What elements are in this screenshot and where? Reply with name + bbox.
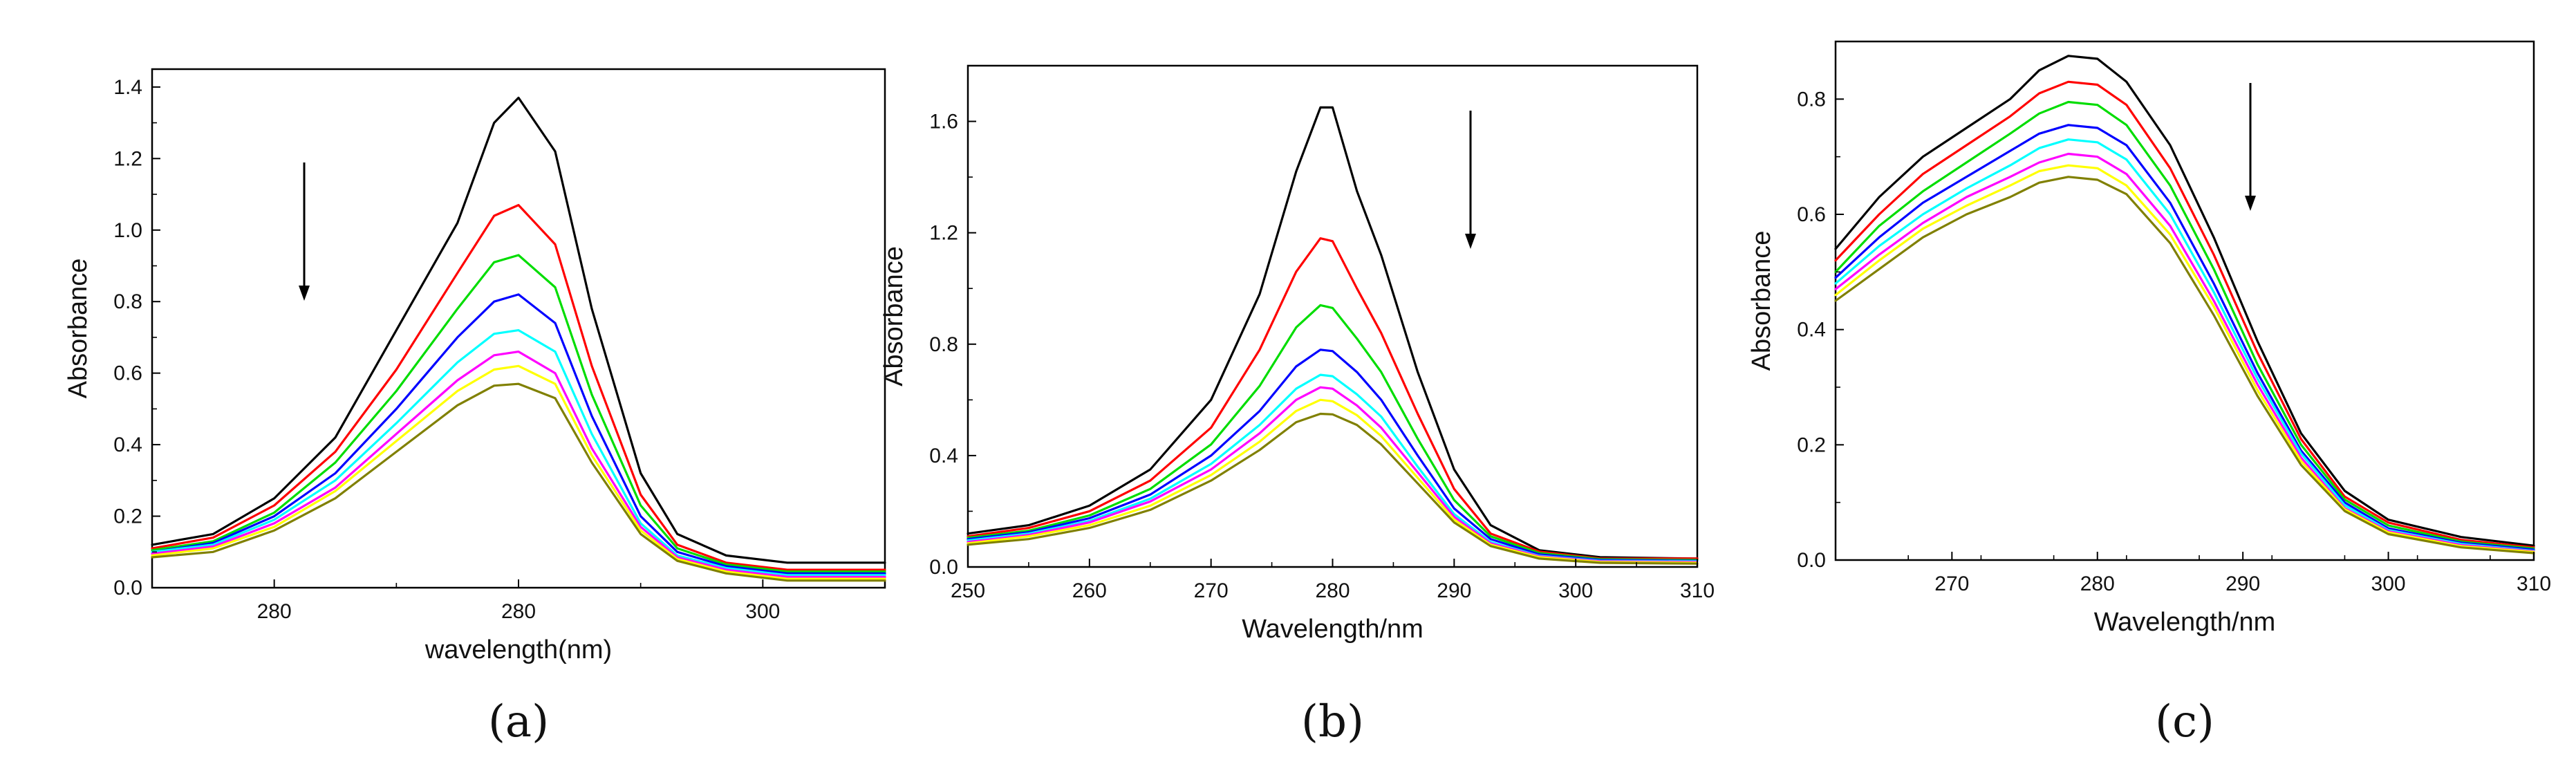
y-tick-label: 1.2 [929,222,958,245]
x-tick-label: 300 [1558,579,1593,602]
x-tick-label: 290 [1437,579,1471,602]
arrow-head [299,286,310,301]
x-tick-label: 260 [1072,579,1107,602]
y-tick-label: 0.4 [113,434,142,456]
y-tick-label: 0.8 [113,290,142,313]
arrow-annotation [299,162,310,301]
series-layer [1834,55,2535,555]
arrow-head [2245,196,2256,211]
arrow-head [1465,234,1476,249]
x-tick-label: 300 [2371,572,2406,595]
x-axis-title: Wavelength/nm [1242,615,1424,644]
x-axis-title: wavelength(nm) [424,635,612,664]
series-line-8 [967,412,1699,565]
x-tick-label: 270 [1934,572,1969,595]
series-line-5 [151,329,886,577]
panel-label: (b) [1301,696,1364,747]
arrow-annotation [1465,111,1476,249]
y-tick-label: 0.2 [113,505,142,528]
y-tick-label: 0.0 [113,577,142,599]
x-tick-label: 290 [2225,572,2260,595]
x-tick-label: 310 [1680,579,1715,602]
y-tick-label: 1.0 [113,219,142,242]
x-tick-label: 270 [1194,579,1229,602]
tick-layer: 0.0 0.2 0.4 0.6 0.8 1.0 1.2 1.4 280 280 300 [113,76,886,623]
panel-b: 0.0 0.4 0.8 1.2 1.6 250 260 270 280 290 300 310 Wav… [879,64,1715,747]
series-line-3 [151,254,886,573]
panel-label: (c) [2155,696,2214,747]
y-tick-label: 0.8 [929,333,958,356]
series-line-8 [1834,176,2535,555]
x-tick-label: 250 [951,579,985,602]
y-tick-label: 0.6 [1797,203,1826,226]
series-line-6 [151,351,886,579]
series-line-2 [151,204,886,571]
x-tick-label: 280 [2080,572,2115,595]
series-layer [967,106,1699,565]
y-tick-label: 1.4 [113,76,142,99]
y-tick-label: 0.0 [929,556,958,579]
y-tick-label: 0.4 [929,445,958,467]
tick-layer: 0.0 0.2 0.4 0.6 0.8 270 280 290 300 310 [1797,88,2551,595]
y-tick-label: 1.2 [113,147,142,170]
series-line-3 [1834,100,2535,550]
x-tick-label: 280 [501,600,536,623]
y-tick-label: 0.0 [1797,549,1826,572]
series-line-8 [151,382,886,582]
arrow-annotation [2245,83,2256,211]
series-line-7 [1834,164,2535,553]
series-line-4 [151,293,886,575]
series-line-6 [967,386,1699,564]
series-line-1 [151,96,886,564]
tick-layer: 0.0 0.4 0.8 1.2 1.6 250 260 270 280 290 300 310 [929,111,1715,602]
panel-a: 0.0 0.2 0.4 0.6 0.8 1.0 1.2 1.4 280 280 300 wavele… [64,68,886,747]
x-axis-title: Wavelength/nm [2094,608,2276,637]
series-line-7 [967,398,1699,564]
y-tick-label: 0.2 [1797,434,1826,456]
series-line-5 [1834,138,2535,552]
y-tick-label: 0.6 [113,362,142,385]
x-tick-label: 280 [1315,579,1350,602]
y-axis-title: Absorbance [64,259,93,399]
series-line-4 [1834,124,2535,551]
series-line-2 [1834,80,2535,549]
series-line-2 [967,237,1699,560]
y-axis-title: Absorbance [879,246,908,386]
panel-label: (a) [488,696,549,747]
y-tick-label: 0.4 [1797,319,1826,342]
x-tick-label: 280 [257,600,292,623]
series-line-4 [967,348,1699,562]
y-tick-label: 1.6 [929,111,958,133]
series-line-1 [1834,55,2535,547]
series-layer [151,96,886,582]
x-tick-label: 310 [2517,572,2551,595]
series-line-7 [151,364,886,580]
x-tick-label: 300 [745,600,780,623]
series-line-3 [967,304,1699,561]
y-tick-label: 0.8 [1797,88,1826,111]
panel-c: 0.0 0.2 0.4 0.6 0.8 270 280 290 300 310 Wavelengt… [1747,40,2551,747]
y-axis-title: Absorbance [1747,231,1776,371]
series-line-1 [967,106,1699,560]
